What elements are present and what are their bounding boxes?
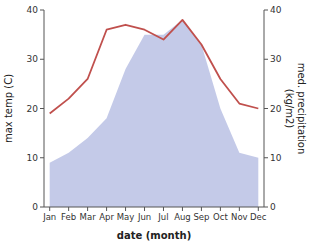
y-tick-label: 20 [27,104,39,114]
y-tick [40,59,44,60]
y2-axis-label-line: (kg/m2) [284,89,295,129]
x-tick-label: Jul [157,212,168,222]
y-tick-label: 30 [27,54,39,64]
y2-axis-label-line: med. precipitation [296,63,307,155]
chart-container: 0 10 20 30 40 0 10 20 30 40 Jan Feb MarAprMayJun Jul A… [0,0,318,247]
y2-tick [264,207,268,208]
plot-area [50,20,259,207]
x-tick [163,207,164,211]
x-tick-label: Feb [61,212,76,222]
y2-tick [264,157,268,158]
chart-svg: 0 10 20 30 40 0 10 20 30 40 Jan Feb MarAprMayJun Jul A… [0,0,318,247]
x-tick [239,207,240,211]
y-tick-label: 0 [32,202,38,212]
y2-tick-label: 30 [270,54,282,64]
x-tick [144,207,145,211]
y-tick-label: 40 [27,5,39,15]
x-tick [49,207,50,211]
temp-area [50,20,259,207]
y2-tick-label: 40 [270,5,282,15]
y-tick [40,108,44,109]
y2-tick-label: 20 [270,104,282,114]
y2-tick-label: 10 [270,153,282,163]
x-tick-label: Aug [174,212,191,222]
y-tick [40,157,44,158]
x-tick-label: Jun [137,212,151,222]
y-axis-label: max temp (C) [3,74,14,143]
y2-tick [264,59,268,60]
x-tick-label: Mar [80,212,97,222]
y2-tick [264,10,268,11]
x-tick-label: Sep [193,212,209,222]
x-tick [182,207,183,211]
x-tick [106,207,107,211]
x-axis-label: date (month) [117,230,191,241]
y2-tick-label: 0 [270,202,276,212]
x-tick [201,207,202,211]
x-tick [68,207,69,211]
x-tick-label: Nov [231,212,248,222]
x-axis-line [44,207,264,208]
x-tick-label: Jan [42,212,56,222]
y-tick-label: 10 [27,153,39,163]
precip-line [50,20,259,114]
x-tick-label: Dec [250,212,267,222]
x-tick [125,207,126,211]
x-tick [258,207,259,211]
y-tick [40,10,44,11]
y-tick [40,207,44,208]
y2-axis-label: med. precipitation(kg/m2) [284,63,307,155]
y2-tick [264,108,268,109]
x-tick-label: Apr [99,212,114,222]
x-tick-label: May [117,212,135,222]
x-tick-label: Oct [213,212,228,222]
x-tick [220,207,221,211]
x-tick [87,207,88,211]
